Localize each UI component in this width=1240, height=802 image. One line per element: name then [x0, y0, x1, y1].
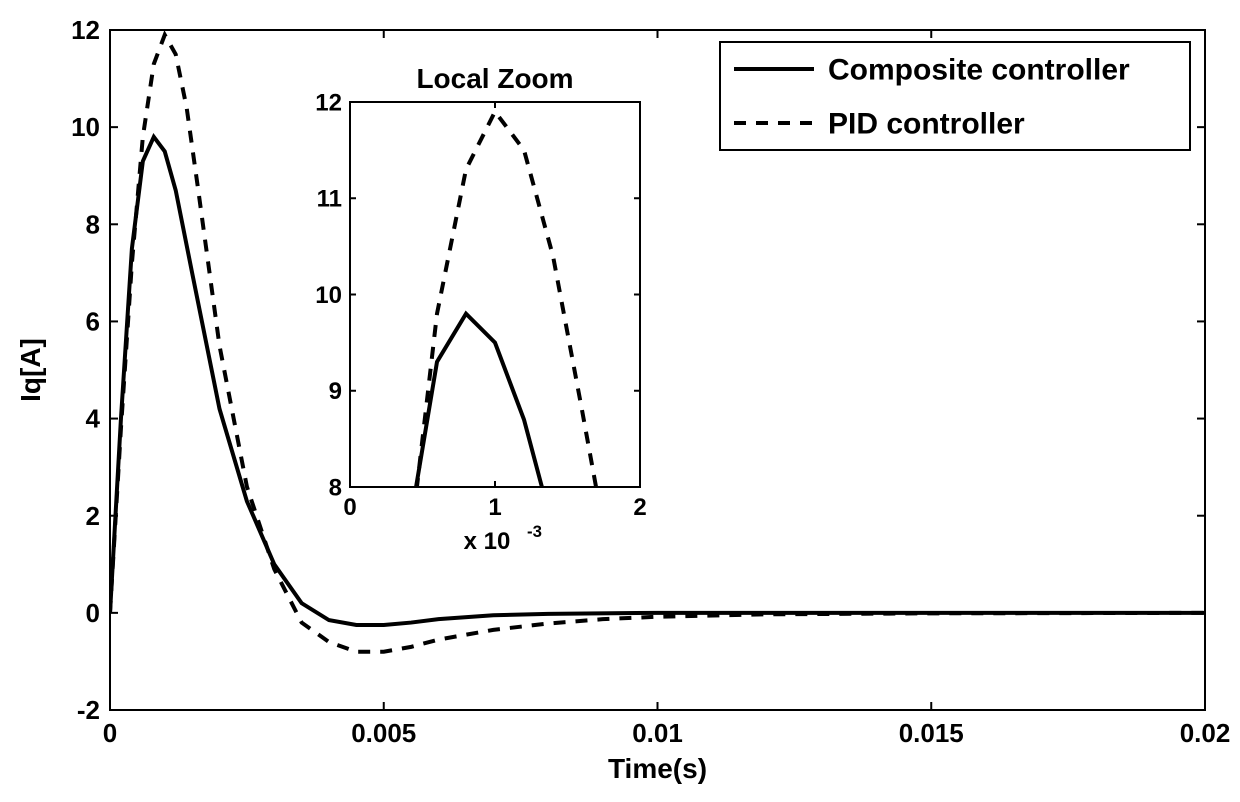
inset-x-multiplier-exp: -3	[527, 522, 542, 541]
legend-label-0: Composite controller	[828, 54, 1130, 87]
inset-x-multiplier-base: x 10	[464, 528, 511, 555]
inset-y-tick-label: 8	[329, 474, 342, 501]
chart-svg: 00.0050.010.0150.02-2024681012Time(s)Iq[…	[0, 0, 1240, 802]
inset-x-tick-label: 0	[343, 494, 356, 521]
x-tick-label: 0	[103, 718, 117, 748]
x-tick-label: 0.01	[632, 718, 683, 748]
legend-label-1: PID controller	[828, 108, 1025, 141]
chart-container: 00.0050.010.0150.02-2024681012Time(s)Iq[…	[0, 0, 1240, 802]
x-tick-label: 0.02	[1180, 718, 1231, 748]
y-tick-label: 2	[86, 501, 100, 531]
inset-y-tick-label: 10	[315, 282, 342, 309]
inset-y-tick-label: 9	[329, 378, 342, 405]
y-tick-label: 0	[86, 598, 100, 628]
inset-y-tick-label: 12	[315, 89, 342, 116]
inset-plot-area	[350, 102, 640, 487]
y-tick-label: 10	[71, 112, 100, 142]
y-axis-label: Iq[A]	[15, 338, 46, 402]
inset-x-tick-label: 2	[633, 494, 646, 521]
y-tick-label: 8	[86, 209, 100, 239]
y-tick-label: 6	[86, 307, 100, 337]
x-tick-label: 0.015	[899, 718, 964, 748]
inset-title: Local Zoom	[416, 63, 573, 94]
inset-x-tick-label: 1	[488, 494, 501, 521]
y-tick-label: 4	[86, 404, 101, 434]
y-tick-label: 12	[71, 15, 100, 45]
x-tick-label: 0.005	[351, 718, 416, 748]
y-tick-label: -2	[77, 695, 100, 725]
x-axis-label: Time(s)	[608, 753, 707, 784]
inset-y-tick-label: 11	[317, 186, 342, 213]
